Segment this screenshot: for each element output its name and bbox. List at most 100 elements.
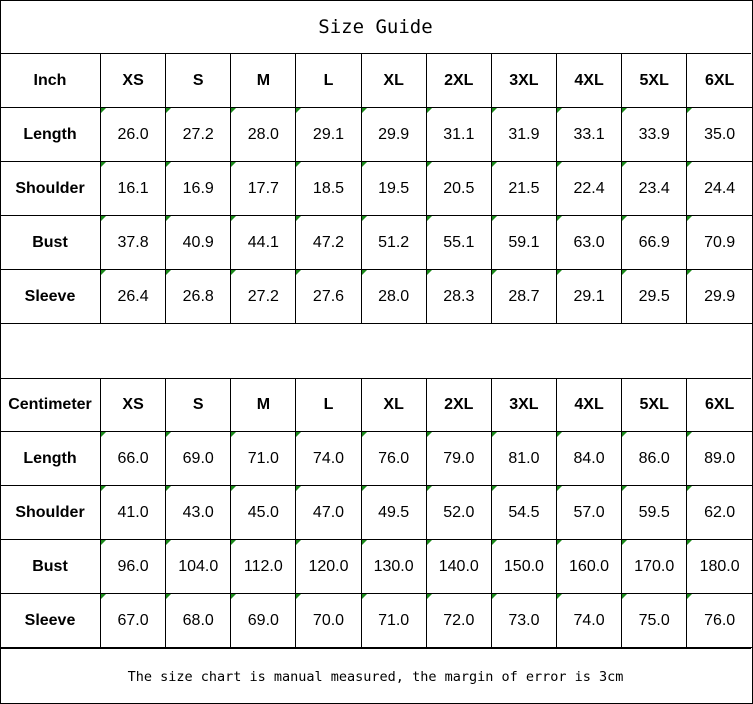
measurement-value: 59.1 bbox=[490, 215, 557, 270]
size-header: 6XL bbox=[686, 378, 752, 432]
measurement-value: 72.0 bbox=[425, 593, 492, 648]
size-header: 4XL bbox=[555, 378, 623, 432]
table-row: Sleeve 67.0 68.0 69.0 70.0 71.0 72.0 73.0 74.0 75… bbox=[0, 593, 752, 648]
size-header: 2XL bbox=[425, 54, 492, 108]
measurement-value: 170.0 bbox=[621, 539, 688, 594]
measurement-value: 62.0 bbox=[686, 485, 752, 540]
centimeter-size-table: Centimeter XS S M L XL 2XL 3XL 4XL 5XL 6XL Length 66… bbox=[0, 378, 752, 648]
measurement-value: 24.4 bbox=[686, 161, 752, 216]
measurement-value: 112.0 bbox=[230, 539, 297, 594]
measurement-value: 49.5 bbox=[360, 485, 427, 540]
measurement-value: 18.5 bbox=[295, 161, 362, 216]
measurement-value: 74.0 bbox=[555, 593, 623, 648]
measurement-value: 96.0 bbox=[99, 539, 167, 594]
measurement-value: 52.0 bbox=[425, 485, 492, 540]
measurement-label: Shoulder bbox=[0, 161, 101, 216]
measurement-value: 22.4 bbox=[555, 161, 623, 216]
measurement-value: 47.2 bbox=[295, 215, 362, 270]
measurement-value: 104.0 bbox=[165, 539, 232, 594]
measurement-value: 28.3 bbox=[425, 269, 492, 324]
measurement-value: 26.4 bbox=[99, 269, 167, 324]
table-row: Sleeve 26.4 26.8 27.2 27.6 28.0 28.3 28.7 29.1 29… bbox=[0, 269, 752, 324]
measurement-value: 29.5 bbox=[621, 269, 688, 324]
spacer-row bbox=[0, 323, 751, 379]
size-header: XS bbox=[99, 378, 167, 432]
measurement-value: 140.0 bbox=[425, 539, 492, 594]
measurement-value: 35.0 bbox=[686, 107, 752, 162]
size-header: 5XL bbox=[621, 54, 688, 108]
measurement-value: 43.0 bbox=[165, 485, 232, 540]
measurement-value: 21.5 bbox=[490, 161, 557, 216]
measurement-value: 71.0 bbox=[230, 431, 297, 486]
table-row: Bust 37.8 40.9 44.1 47.2 51.2 55.1 59.1 63.0 66.9… bbox=[0, 215, 752, 270]
measurement-value: 68.0 bbox=[165, 593, 232, 648]
size-header: 4XL bbox=[555, 54, 623, 108]
size-header: XL bbox=[360, 54, 427, 108]
measurement-value: 160.0 bbox=[555, 539, 623, 594]
size-header: S bbox=[165, 378, 232, 432]
table-row: Length 66.0 69.0 71.0 74.0 76.0 79.0 81.0 84.0 86… bbox=[0, 431, 752, 486]
measurement-value: 16.9 bbox=[165, 161, 232, 216]
measurement-value: 66.9 bbox=[621, 215, 688, 270]
size-header: XL bbox=[360, 378, 427, 432]
size-header: 6XL bbox=[686, 54, 752, 108]
measurement-value: 29.9 bbox=[686, 269, 752, 324]
size-header: M bbox=[230, 54, 297, 108]
measurement-value: 81.0 bbox=[490, 431, 557, 486]
measurement-value: 31.9 bbox=[490, 107, 557, 162]
table-row: Shoulder 16.1 16.9 17.7 18.5 19.5 20.5 21.5 22.4… bbox=[0, 161, 752, 216]
measurement-value: 130.0 bbox=[360, 539, 427, 594]
measurement-value: 47.0 bbox=[295, 485, 362, 540]
table-row: Bust 96.0 104.0 112.0 120.0 130.0 140.0 150.0 16… bbox=[0, 539, 752, 594]
measurement-value: 57.0 bbox=[555, 485, 623, 540]
measurement-label: Sleeve bbox=[0, 593, 101, 648]
measurement-value: 44.1 bbox=[230, 215, 297, 270]
size-header: XS bbox=[99, 54, 167, 108]
size-header: S bbox=[165, 54, 232, 108]
measurement-value: 70.9 bbox=[686, 215, 752, 270]
measurement-value: 27.2 bbox=[165, 107, 232, 162]
measurement-value: 73.0 bbox=[490, 593, 557, 648]
measurement-value: 26.0 bbox=[99, 107, 167, 162]
measurement-value: 33.1 bbox=[555, 107, 623, 162]
measurement-value: 150.0 bbox=[490, 539, 557, 594]
measurement-value: 180.0 bbox=[686, 539, 752, 594]
measurement-value: 23.4 bbox=[621, 161, 688, 216]
measurement-value: 74.0 bbox=[295, 431, 362, 486]
measurement-value: 67.0 bbox=[99, 593, 167, 648]
measurement-value: 28.7 bbox=[490, 269, 557, 324]
page-title: Size Guide bbox=[0, 0, 751, 54]
header-row: Inch XS S M L XL 2XL 3XL 4XL 5XL 6XL bbox=[0, 54, 752, 108]
measurement-value: 75.0 bbox=[621, 593, 688, 648]
measurement-value: 17.7 bbox=[230, 161, 297, 216]
measurement-value: 54.5 bbox=[490, 485, 557, 540]
measurement-value: 33.9 bbox=[621, 107, 688, 162]
measurement-label: Length bbox=[0, 107, 101, 162]
size-header: L bbox=[295, 54, 362, 108]
table-row: Length 26.0 27.2 28.0 29.1 29.9 31.1 31.9 33.1 33… bbox=[0, 107, 752, 162]
measurement-label: Bust bbox=[0, 215, 101, 270]
measurement-value: 28.0 bbox=[230, 107, 297, 162]
measurement-value: 76.0 bbox=[686, 593, 752, 648]
inch-size-table: Inch XS S M L XL 2XL 3XL 4XL 5XL 6XL Length 26.0 27.2… bbox=[0, 54, 752, 324]
measurement-value: 86.0 bbox=[621, 431, 688, 486]
size-header: M bbox=[230, 378, 297, 432]
size-header: L bbox=[295, 378, 362, 432]
measurement-value: 84.0 bbox=[555, 431, 623, 486]
measurement-value: 69.0 bbox=[165, 431, 232, 486]
measurement-value: 27.6 bbox=[295, 269, 362, 324]
measurement-value: 69.0 bbox=[230, 593, 297, 648]
measurement-value: 59.5 bbox=[621, 485, 688, 540]
measurement-label: Length bbox=[0, 431, 101, 486]
measurement-value: 76.0 bbox=[360, 431, 427, 486]
header-row: Centimeter XS S M L XL 2XL 3XL 4XL 5XL 6XL bbox=[0, 378, 752, 432]
measurement-value: 31.1 bbox=[425, 107, 492, 162]
measurement-label: Shoulder bbox=[0, 485, 101, 540]
measurement-value: 71.0 bbox=[360, 593, 427, 648]
measurement-value: 45.0 bbox=[230, 485, 297, 540]
measurement-value: 29.1 bbox=[295, 107, 362, 162]
measurement-label: Sleeve bbox=[0, 269, 101, 324]
size-header: 2XL bbox=[425, 378, 492, 432]
size-header: 5XL bbox=[621, 378, 688, 432]
measurement-value: 40.9 bbox=[165, 215, 232, 270]
